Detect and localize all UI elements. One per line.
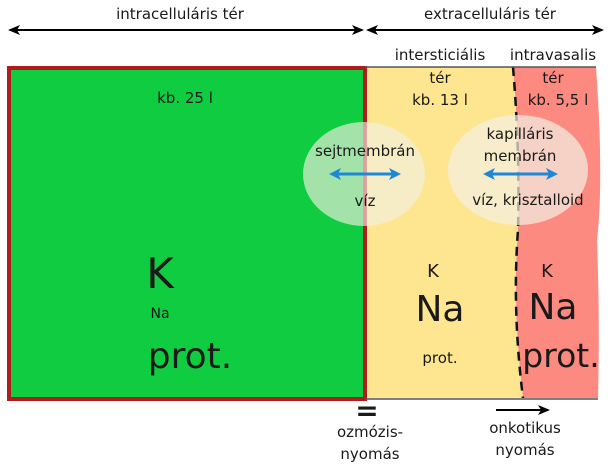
interstitial-ion-prot: prot. [422,349,458,367]
interstitial-label: intersticiális [394,46,486,64]
interstitial-label-line2: tér [429,69,451,87]
oncotic-pressure-label-line2: nyomás [495,441,555,459]
equals-sign: = [355,394,379,427]
oncotic-pressure-label: onkotikus [489,419,561,437]
intravascular-label: intravasalis [509,46,597,64]
interstitial-ion-k: K [427,261,439,282]
capillary-membrane-label: kapilláris [486,125,554,143]
capillary-membrane-label-line2: membrán [483,147,557,165]
extracellular-outline [365,66,598,400]
capillary-membrane-passes: víz, krisztalloid [472,191,584,209]
cell-membrane-passes: víz [354,192,376,210]
intracellular-ion-na: Na [150,306,170,322]
interstitial-volume: kb. 13 l [412,91,468,109]
intravascular-ion-k: K [541,261,553,282]
intracellular-ion-prot: prot. [147,336,233,377]
intravascular-label-line2: tér [542,69,564,87]
osmotic-pressure-label-line2: nyomás [340,445,400,463]
osmotic-pressure-label: ozmózis- [336,423,404,441]
intracellular-title: intracelluláris tér [116,5,244,23]
intravascular-volume: kb. 5,5 l [527,91,589,109]
extracellular-title: extracelluláris tér [424,5,556,23]
cell-membrane-label: sejtmembrán [315,142,415,160]
intravascular-ion-na: Na [528,287,578,328]
intracellular-ion-k: K [146,249,174,298]
interstitial-ion-na: Na [415,289,465,330]
intracellular-compartment [7,66,367,401]
intracellular-volume: kb. 25 l [157,89,213,107]
intravascular-ion-prot: prot. [522,336,600,375]
